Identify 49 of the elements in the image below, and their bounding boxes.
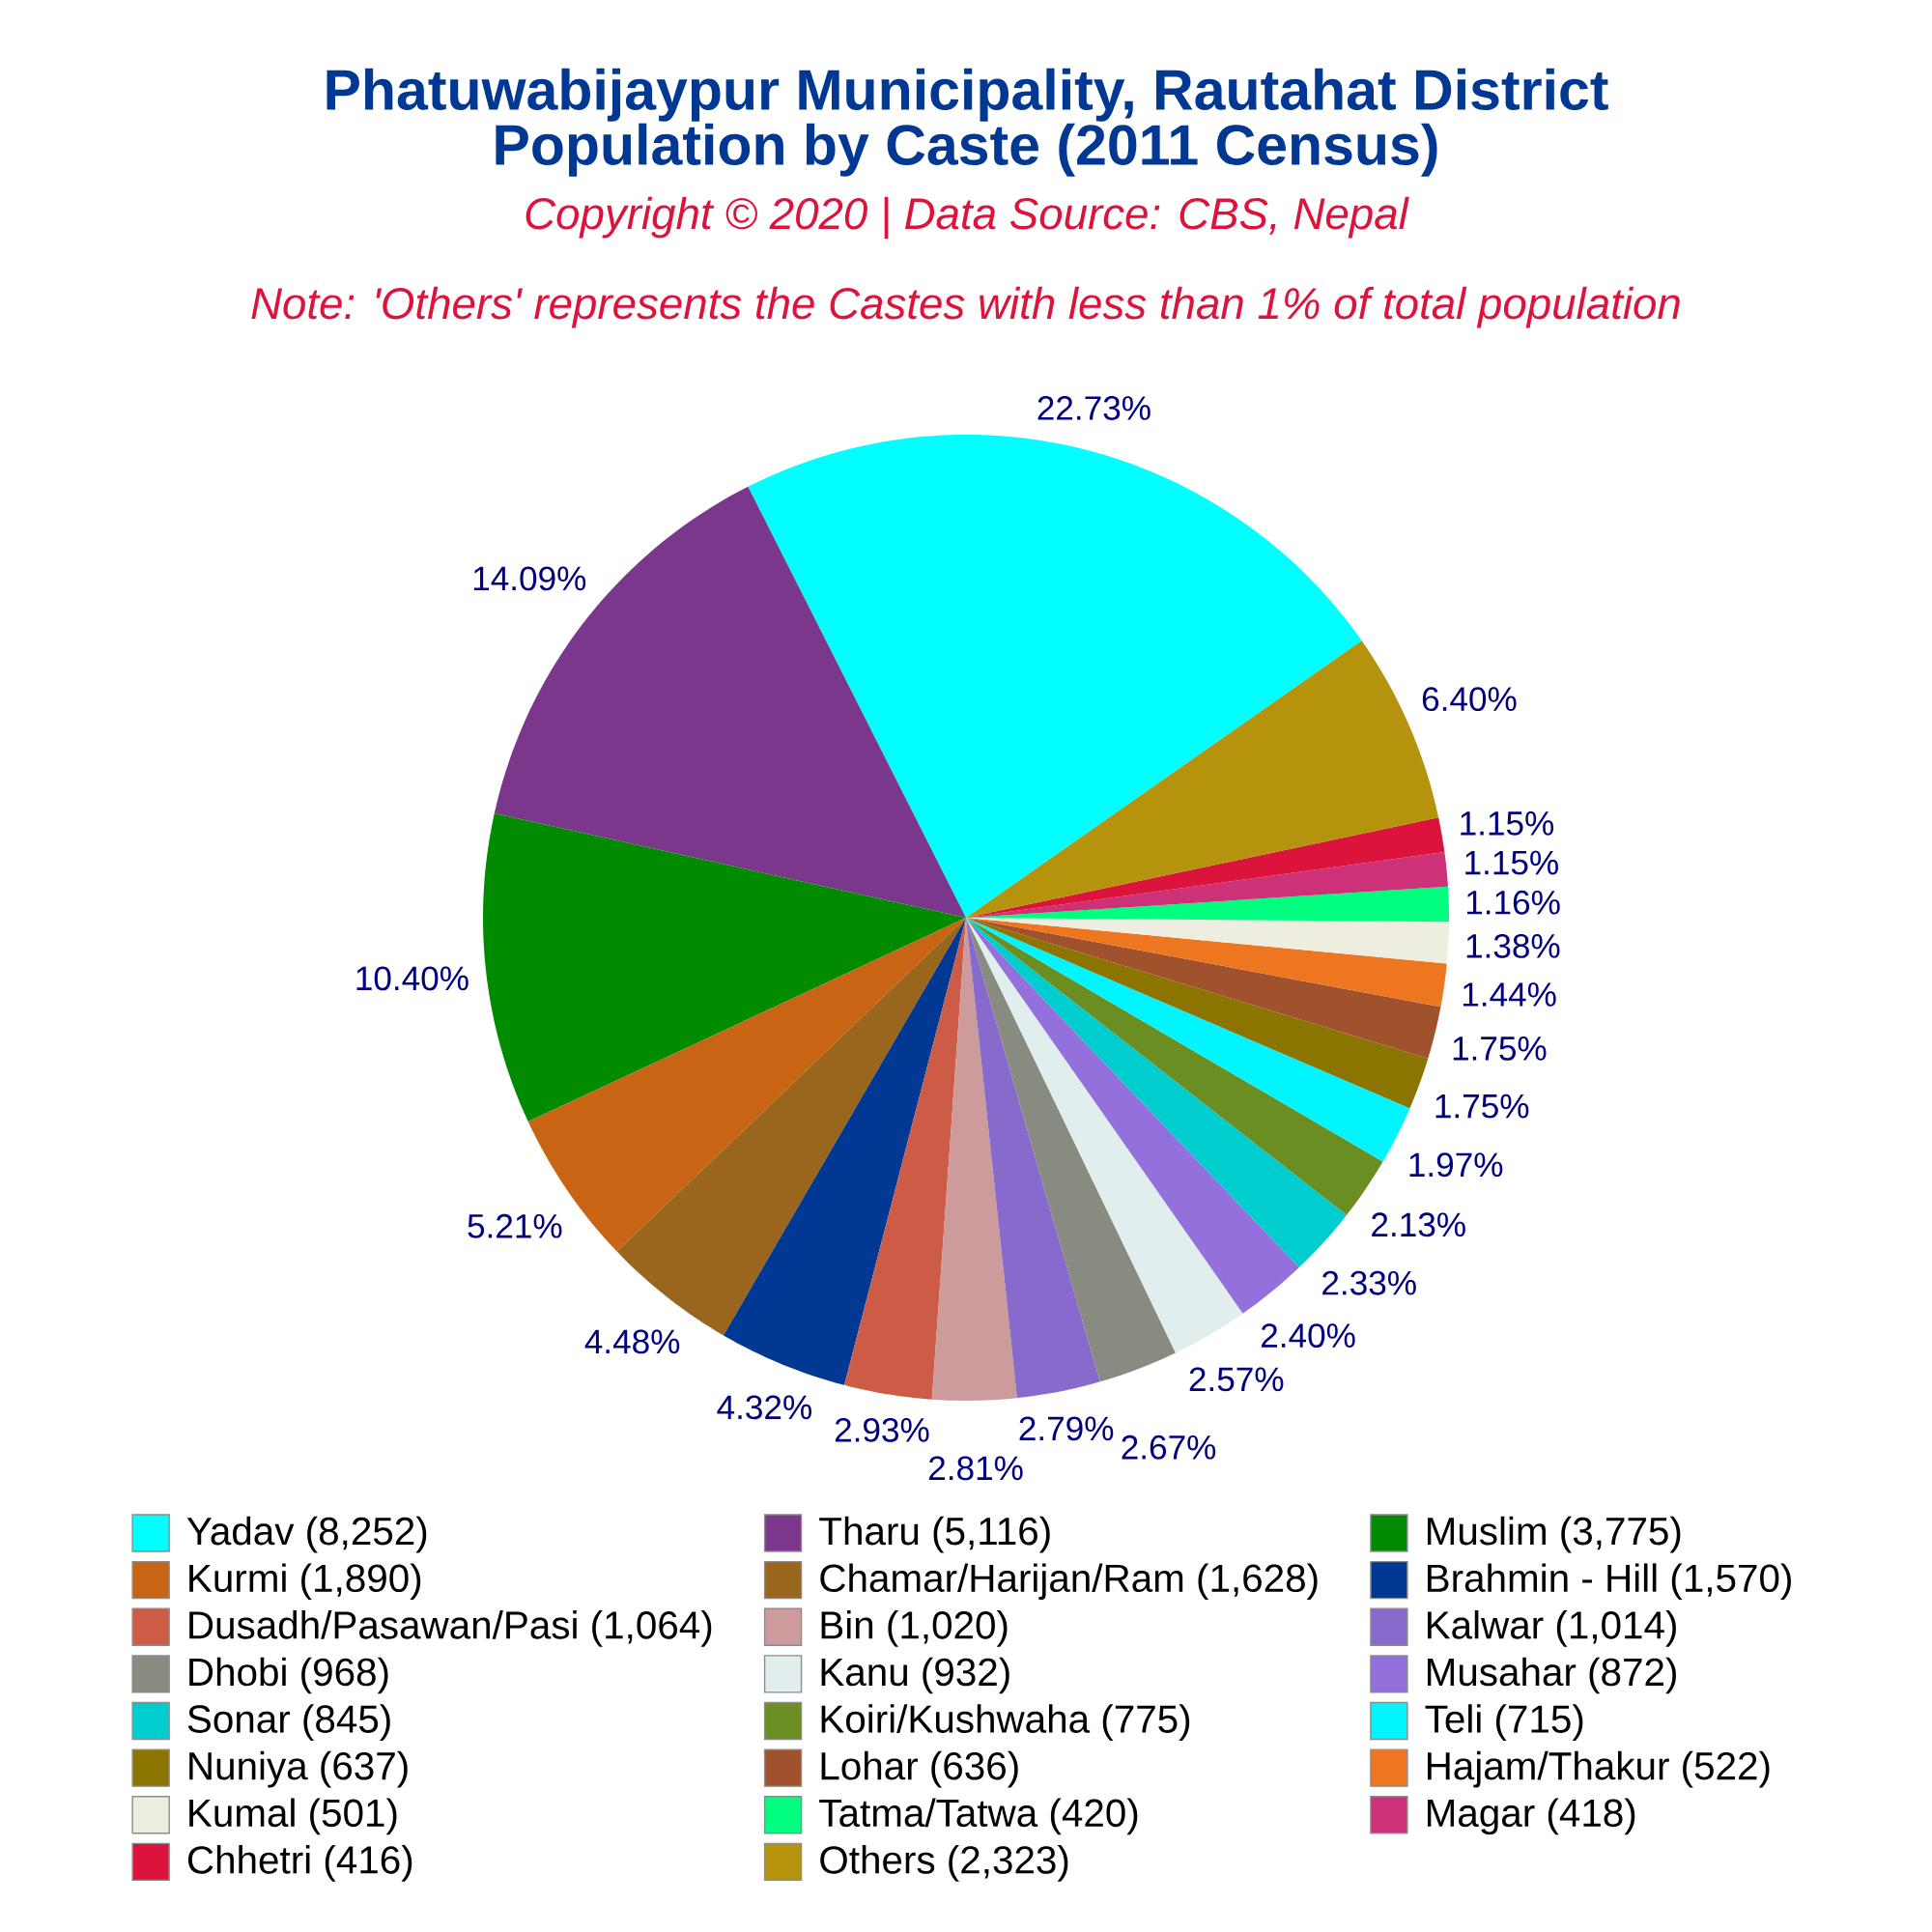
legend-label: Chamar/Harijan/Ram (1,628) bbox=[820, 1563, 1318, 1601]
legend-label: Yadav (8,252) bbox=[186, 1516, 427, 1553]
legend-label: Tharu (5,116) bbox=[819, 1516, 1050, 1553]
legend-label: Kalwar (1,014) bbox=[1427, 1610, 1676, 1647]
legend-label: Nuniya (637) bbox=[189, 1750, 408, 1788]
data-label: 14.09% bbox=[473, 566, 586, 591]
data-label: 1.15% bbox=[1461, 811, 1554, 836]
data-label: 2.57% bbox=[1189, 1367, 1284, 1392]
legend-label: Chhetri (416) bbox=[187, 1845, 412, 1882]
legend-label: Kurmi (1,890) bbox=[189, 1563, 421, 1601]
legend-label: Dhobi (968) bbox=[189, 1657, 388, 1694]
legend-label: Dusadh/Pasawan/Pasi (1,064) bbox=[189, 1610, 712, 1647]
legend-label: Kanu (932) bbox=[821, 1657, 1009, 1694]
data-label: 6.40% bbox=[1422, 687, 1517, 712]
data-label: 4.48% bbox=[584, 1329, 680, 1354]
data-label: 2.81% bbox=[928, 1456, 1023, 1481]
chart-title: Phatuwabijaypur Municipality, Rautahat District Population by Caste (2011 Census) bbox=[327, 68, 1608, 177]
text: Note: 'Others' represents the Castes with less than 1% of total population bbox=[251, 286, 1680, 328]
legend-label: Hajam/Thakur (522) bbox=[1427, 1750, 1770, 1788]
legend-label: Others (2,323) bbox=[820, 1845, 1068, 1882]
data-label: 1.38% bbox=[1466, 933, 1560, 958]
data-label: 2.79% bbox=[1019, 1416, 1114, 1441]
data-label: 1.75% bbox=[1453, 1037, 1547, 1061]
legend-label: Sonar (845) bbox=[187, 1704, 390, 1741]
legend-label: Kumal (501) bbox=[189, 1798, 397, 1835]
data-label: 4.32% bbox=[717, 1395, 812, 1420]
data-label: 5.21% bbox=[468, 1213, 562, 1238]
data-label: 10.40% bbox=[356, 966, 469, 991]
legend-label: Magar (418) bbox=[1427, 1798, 1635, 1835]
data-label: 2.93% bbox=[835, 1417, 929, 1442]
data-label: 1.75% bbox=[1435, 1094, 1529, 1119]
data-label: 1.15% bbox=[1465, 850, 1558, 875]
legend-label: Teli (715) bbox=[1425, 1704, 1583, 1741]
legend-label: Brahmin - Hill (1,570) bbox=[1427, 1563, 1791, 1601]
data-label: 2.40% bbox=[1262, 1323, 1355, 1349]
data-label: 2.33% bbox=[1322, 1270, 1416, 1295]
data-label: 1.97% bbox=[1409, 1152, 1503, 1178]
data-label: 1.16% bbox=[1466, 890, 1560, 915]
data-label: 2.13% bbox=[1372, 1212, 1465, 1237]
legend-label: Tatma/Tatwa (420) bbox=[819, 1798, 1138, 1835]
legend-label: Koiri/Kushwaha (775) bbox=[821, 1704, 1190, 1741]
chart-subtitle: Copyright © 2020 | Data Source: CBS, Nepal bbox=[526, 196, 1409, 240]
data-label: 1.44% bbox=[1463, 982, 1556, 1007]
data-label: 22.73% bbox=[1037, 396, 1151, 420]
legend-label: Bin (1,020) bbox=[821, 1610, 1008, 1647]
legend-label: Musahar (872) bbox=[1427, 1657, 1676, 1694]
legend-label: Lohar (636) bbox=[821, 1750, 1018, 1788]
legend-label: Muslim (3,775) bbox=[1427, 1516, 1681, 1553]
data-label: 2.67% bbox=[1122, 1435, 1216, 1460]
